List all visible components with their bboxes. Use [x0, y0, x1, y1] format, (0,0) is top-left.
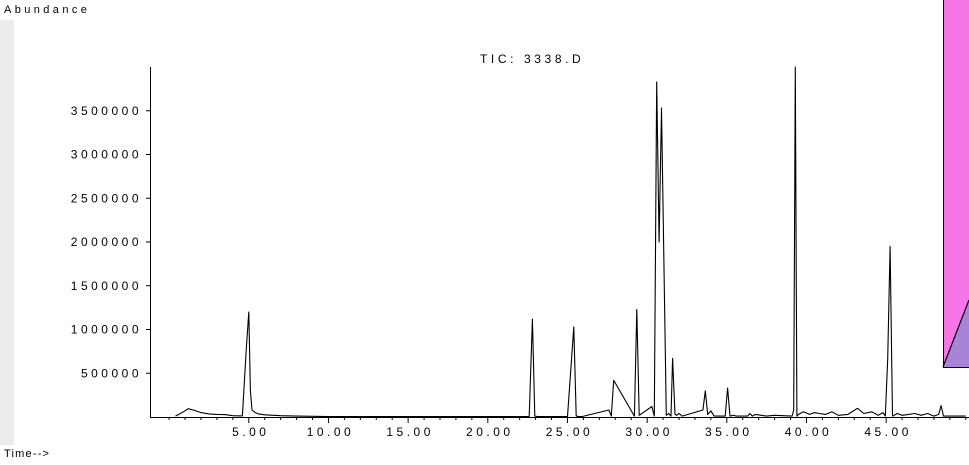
x-tick-label: 45.00 — [864, 425, 912, 439]
x-tick-label: 30.00 — [625, 425, 673, 439]
x-tick-label: 10.00 — [307, 425, 355, 439]
x-tick-label: 15.00 — [386, 425, 434, 439]
overlay-diagonal — [942, 299, 969, 368]
y-axis-label: Abundance — [4, 4, 91, 16]
y-tick-label: 3500000 — [71, 104, 142, 118]
x-tick-label: 20.00 — [466, 425, 514, 439]
tic-trace — [175, 66, 966, 418]
tic-series-line — [175, 66, 966, 418]
x-axis: 5.00 10.00 15.00 20.00 25.00 30.00 35.00 40.00 4… — [150, 417, 969, 439]
y-tick-label: 1500000 — [71, 279, 142, 293]
y-tick-label: 3000000 — [71, 148, 142, 162]
x-tick-label: 35.00 — [705, 425, 753, 439]
y-tick-label: 500000 — [81, 366, 142, 380]
y-tick-label: 2000000 — [71, 235, 142, 249]
overlay-pink-region — [943, 0, 969, 367]
y-tick-label: 2500000 — [71, 191, 142, 205]
overlay-panel — [942, 0, 969, 368]
y-axis: 500000 1000000 1500000 2000000 2500000 300000… — [71, 67, 151, 417]
left-margin-strip — [0, 20, 14, 445]
chart-title: TIC: 3338.D — [480, 52, 585, 66]
x-tick-label: 5.00 — [232, 425, 269, 439]
y-tick-label: 1000000 — [71, 323, 142, 337]
x-tick-label: 40.00 — [785, 425, 833, 439]
x-axis-label: Time--> — [4, 448, 51, 460]
x-tick-label: 25.00 — [546, 425, 594, 439]
